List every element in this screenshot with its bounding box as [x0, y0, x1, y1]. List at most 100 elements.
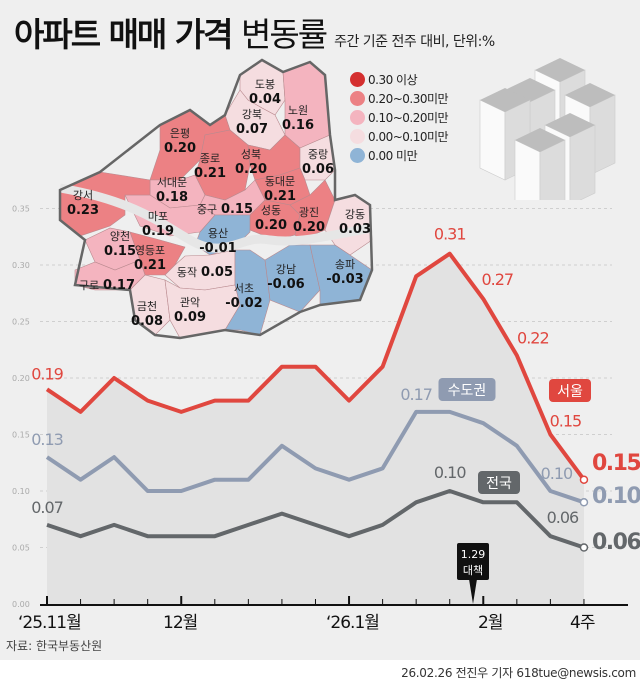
data-label: 0.22	[517, 328, 549, 347]
annotation-box	[457, 543, 489, 580]
building-face	[479, 99, 506, 181]
legend-item: 0.20~0.30미만	[350, 89, 449, 108]
data-label: 0.15	[550, 412, 582, 431]
district-value: 0.09	[174, 310, 206, 325]
title-bold: 아파트 매매 가격	[14, 15, 233, 54]
seoul-area-fill	[47, 253, 584, 604]
legend-swatch	[350, 91, 365, 106]
legend-label: 0.30 이상	[368, 73, 418, 87]
district-name: 금천	[137, 299, 157, 313]
district-value: 0.23	[67, 203, 99, 218]
district-name: 동대문	[265, 175, 295, 188]
district-value: 0.05	[201, 265, 233, 280]
y-tick-label: 0.35	[12, 205, 30, 214]
building-side	[569, 124, 596, 200]
district-name: 성동	[261, 204, 281, 217]
legend-item: 0.30 이상	[350, 70, 448, 89]
district-value: 0.04	[249, 92, 281, 107]
district-name: 광진	[299, 206, 319, 219]
final-value-label: 0.10	[592, 484, 640, 509]
final-value-label: 0.15	[592, 451, 640, 476]
district-value: 0.15	[221, 202, 253, 217]
district-value: 0.21	[194, 166, 226, 181]
legend-swatch	[350, 129, 365, 144]
y-tick-label: 0.05	[12, 544, 30, 553]
district-value: 0.03	[339, 222, 371, 237]
data-label: 0.07	[31, 498, 63, 517]
district-value: -0.06	[267, 277, 304, 292]
building-roof	[545, 113, 595, 137]
district-value: 0.07	[236, 122, 268, 137]
building-roof	[515, 128, 565, 152]
series-badge	[478, 471, 520, 494]
x-tick-label: 4주	[570, 613, 595, 633]
district-value: 0.20	[293, 220, 325, 235]
legend-label: 0.00~0.10미만	[368, 130, 449, 144]
map-legend: 0.30 이상 0.20~0.30미만 0.10~0.20미만 0.00~0.10미만…	[350, 70, 449, 165]
district-name: 영등포	[135, 244, 165, 257]
district-name: 강동	[345, 208, 365, 221]
series-name-label: 전국	[486, 476, 512, 492]
page-title: 아파트 매매 가격 변동률	[14, 8, 328, 56]
district-name: 강서	[73, 189, 93, 202]
annotation-label: 1.29	[461, 548, 486, 561]
x-tick-label: ‘26.1월	[326, 613, 380, 633]
district-value: 0.17	[103, 278, 135, 293]
district-name: 관악	[180, 296, 200, 309]
district-name: 마포	[148, 210, 168, 223]
data-label: 0.13	[31, 430, 63, 449]
district-name: 강북	[242, 108, 262, 121]
district-value: 0.18	[156, 190, 188, 205]
district-value: 0.20	[255, 218, 287, 233]
legend-item: 0.10~0.20미만	[350, 108, 449, 127]
district-value: -0.01	[199, 241, 236, 256]
end-point-marker	[579, 498, 589, 507]
district-value: -0.02	[225, 296, 262, 311]
y-tick-label: 0.20	[12, 374, 30, 383]
seoul-district-map: 도봉0.04노원0.16강북0.07은평0.20종로0.21성북0.20중랑0.…	[58, 58, 374, 340]
data-label: 0.10	[541, 464, 573, 483]
district-value: -0.03	[326, 272, 363, 287]
annotation-pointer	[469, 579, 477, 604]
district-value: 0.19	[142, 224, 174, 239]
district-name: 중구	[197, 203, 217, 216]
apartment-buildings-illustration	[479, 58, 616, 200]
data-label: 0.17	[400, 385, 432, 404]
building-side	[539, 139, 566, 200]
legend-label: 0.10~0.20미만	[368, 111, 449, 125]
annotation-label: 대책	[463, 564, 483, 577]
district-name: 성북	[241, 148, 261, 161]
series-badge	[549, 379, 591, 402]
legend-swatch	[350, 72, 365, 87]
district-value: 0.21	[134, 258, 166, 273]
district-name: 중랑	[308, 148, 328, 161]
district-name: 노원	[288, 104, 308, 117]
legend-swatch	[350, 148, 365, 163]
final-value-label: 0.06	[592, 530, 640, 555]
x-tick-label: ‘25.11월	[18, 613, 82, 633]
district-name: 종로	[200, 152, 220, 165]
district-value: 0.20	[164, 141, 196, 156]
series-badge	[438, 378, 496, 401]
district-name: 은평	[170, 127, 190, 140]
district-value: 0.15	[104, 244, 136, 259]
credit-line: 26.02.26 전진우 기자 618tue@newsis.com	[401, 666, 636, 680]
building-roof	[480, 88, 530, 112]
district-name: 동작	[177, 266, 197, 279]
district-value: 0.21	[264, 189, 296, 204]
district-name: 양천	[110, 229, 130, 243]
building-roof	[565, 83, 615, 107]
legend-item: 0.00 미만	[350, 146, 448, 165]
y-tick-label: 0.15	[12, 431, 30, 440]
legend-swatch	[350, 110, 365, 125]
district-name: 서초	[234, 282, 254, 295]
subtitle: 주간 기준 전주 대비, 단위:%	[334, 34, 495, 50]
series-name-label: 서울	[557, 384, 583, 400]
x-tick-label: 2월	[478, 613, 503, 633]
data-label: 0.06	[547, 508, 579, 527]
district-name: 용산	[208, 227, 228, 240]
x-tick-label: 12월	[163, 613, 198, 633]
seoul-outline	[58, 58, 374, 340]
legend-label: 0.20~0.30미만	[368, 92, 449, 106]
